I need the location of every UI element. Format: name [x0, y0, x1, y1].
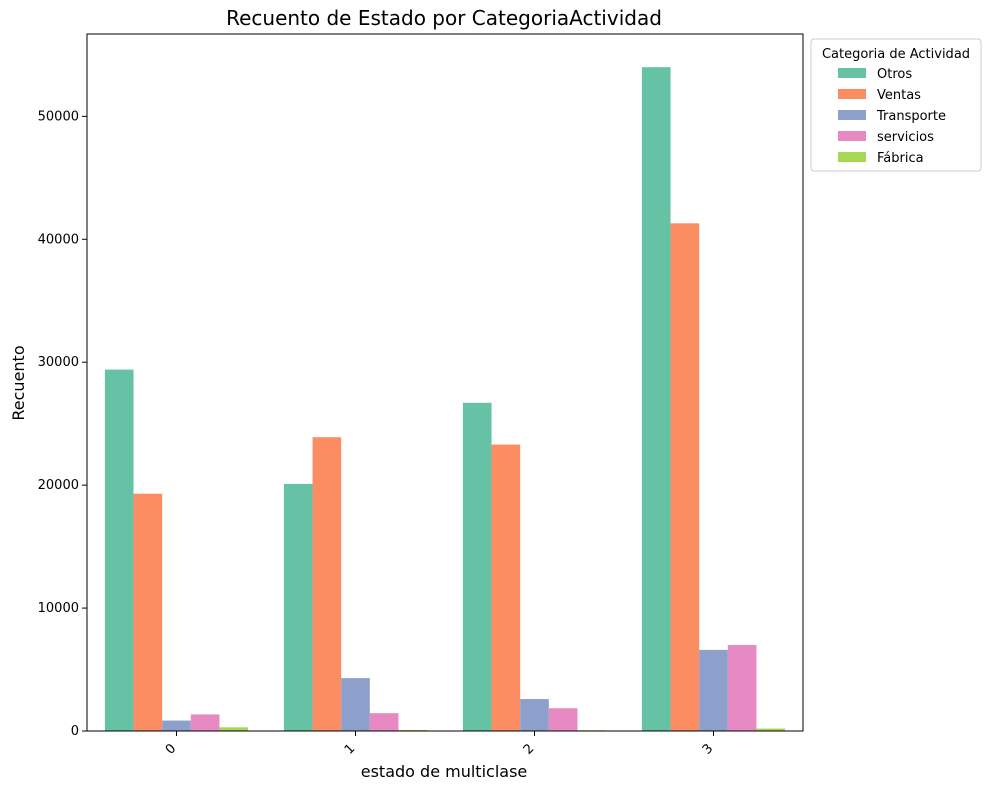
legend: Categoria de Actividad Otros Ventas Transp…	[810, 38, 982, 172]
x-tick-label: 1	[342, 741, 358, 757]
bar-servicios-2	[548, 708, 578, 731]
bar-ventas-1	[312, 437, 342, 731]
legend-label: servicios	[877, 130, 934, 145]
y-tick-label: 30000	[38, 355, 79, 370]
y-axis-label: Recuento	[9, 345, 28, 420]
bar-transporte-2	[520, 699, 549, 731]
bar-transporte-1	[341, 678, 370, 731]
legend-swatch	[838, 89, 866, 99]
bar-otros-0	[104, 369, 134, 731]
bar-otros-3	[641, 67, 671, 731]
legend-title: Categoria de Actividad	[822, 47, 970, 62]
bar-ventas-0	[133, 493, 163, 731]
bar-servicios-1	[369, 713, 399, 731]
x-tick-label: 0	[163, 741, 179, 757]
y-tick-label: 40000	[38, 232, 79, 247]
bar-fábrica-3	[756, 728, 786, 731]
legend-swatch	[838, 131, 866, 141]
bar-servicios-3	[727, 644, 757, 731]
y-tick-label: 50000	[38, 109, 79, 124]
legend-label: Ventas	[877, 88, 921, 103]
legend-swatch	[838, 152, 866, 162]
x-axis-label: estado de multiclase	[361, 762, 528, 781]
chart-title: Recuento de Estado por CategoriaActivida…	[226, 6, 662, 30]
y-tick-label: 0	[71, 724, 79, 739]
bar-transporte-0	[162, 720, 191, 731]
legend-swatch	[838, 110, 866, 120]
bar-fábrica-0	[219, 727, 249, 731]
bar-otros-1	[283, 483, 313, 731]
bars-layer	[104, 67, 786, 731]
legend-label: Fábrica	[877, 151, 924, 166]
bar-transporte-3	[699, 649, 728, 731]
legend-label: Otros	[877, 67, 912, 82]
x-tick-label: 2	[521, 741, 537, 757]
bar-ventas-3	[670, 223, 700, 731]
legend-swatch	[838, 68, 866, 78]
bar-otros-2	[462, 402, 492, 731]
legend-label: Transporte	[876, 109, 946, 124]
x-tick-label: 3	[700, 741, 716, 757]
plot-frame	[86, 33, 804, 732]
bar-ventas-2	[491, 444, 521, 731]
bar-servicios-0	[190, 714, 220, 731]
y-tick-label: 20000	[38, 478, 79, 493]
y-tick-label: 10000	[38, 601, 79, 616]
